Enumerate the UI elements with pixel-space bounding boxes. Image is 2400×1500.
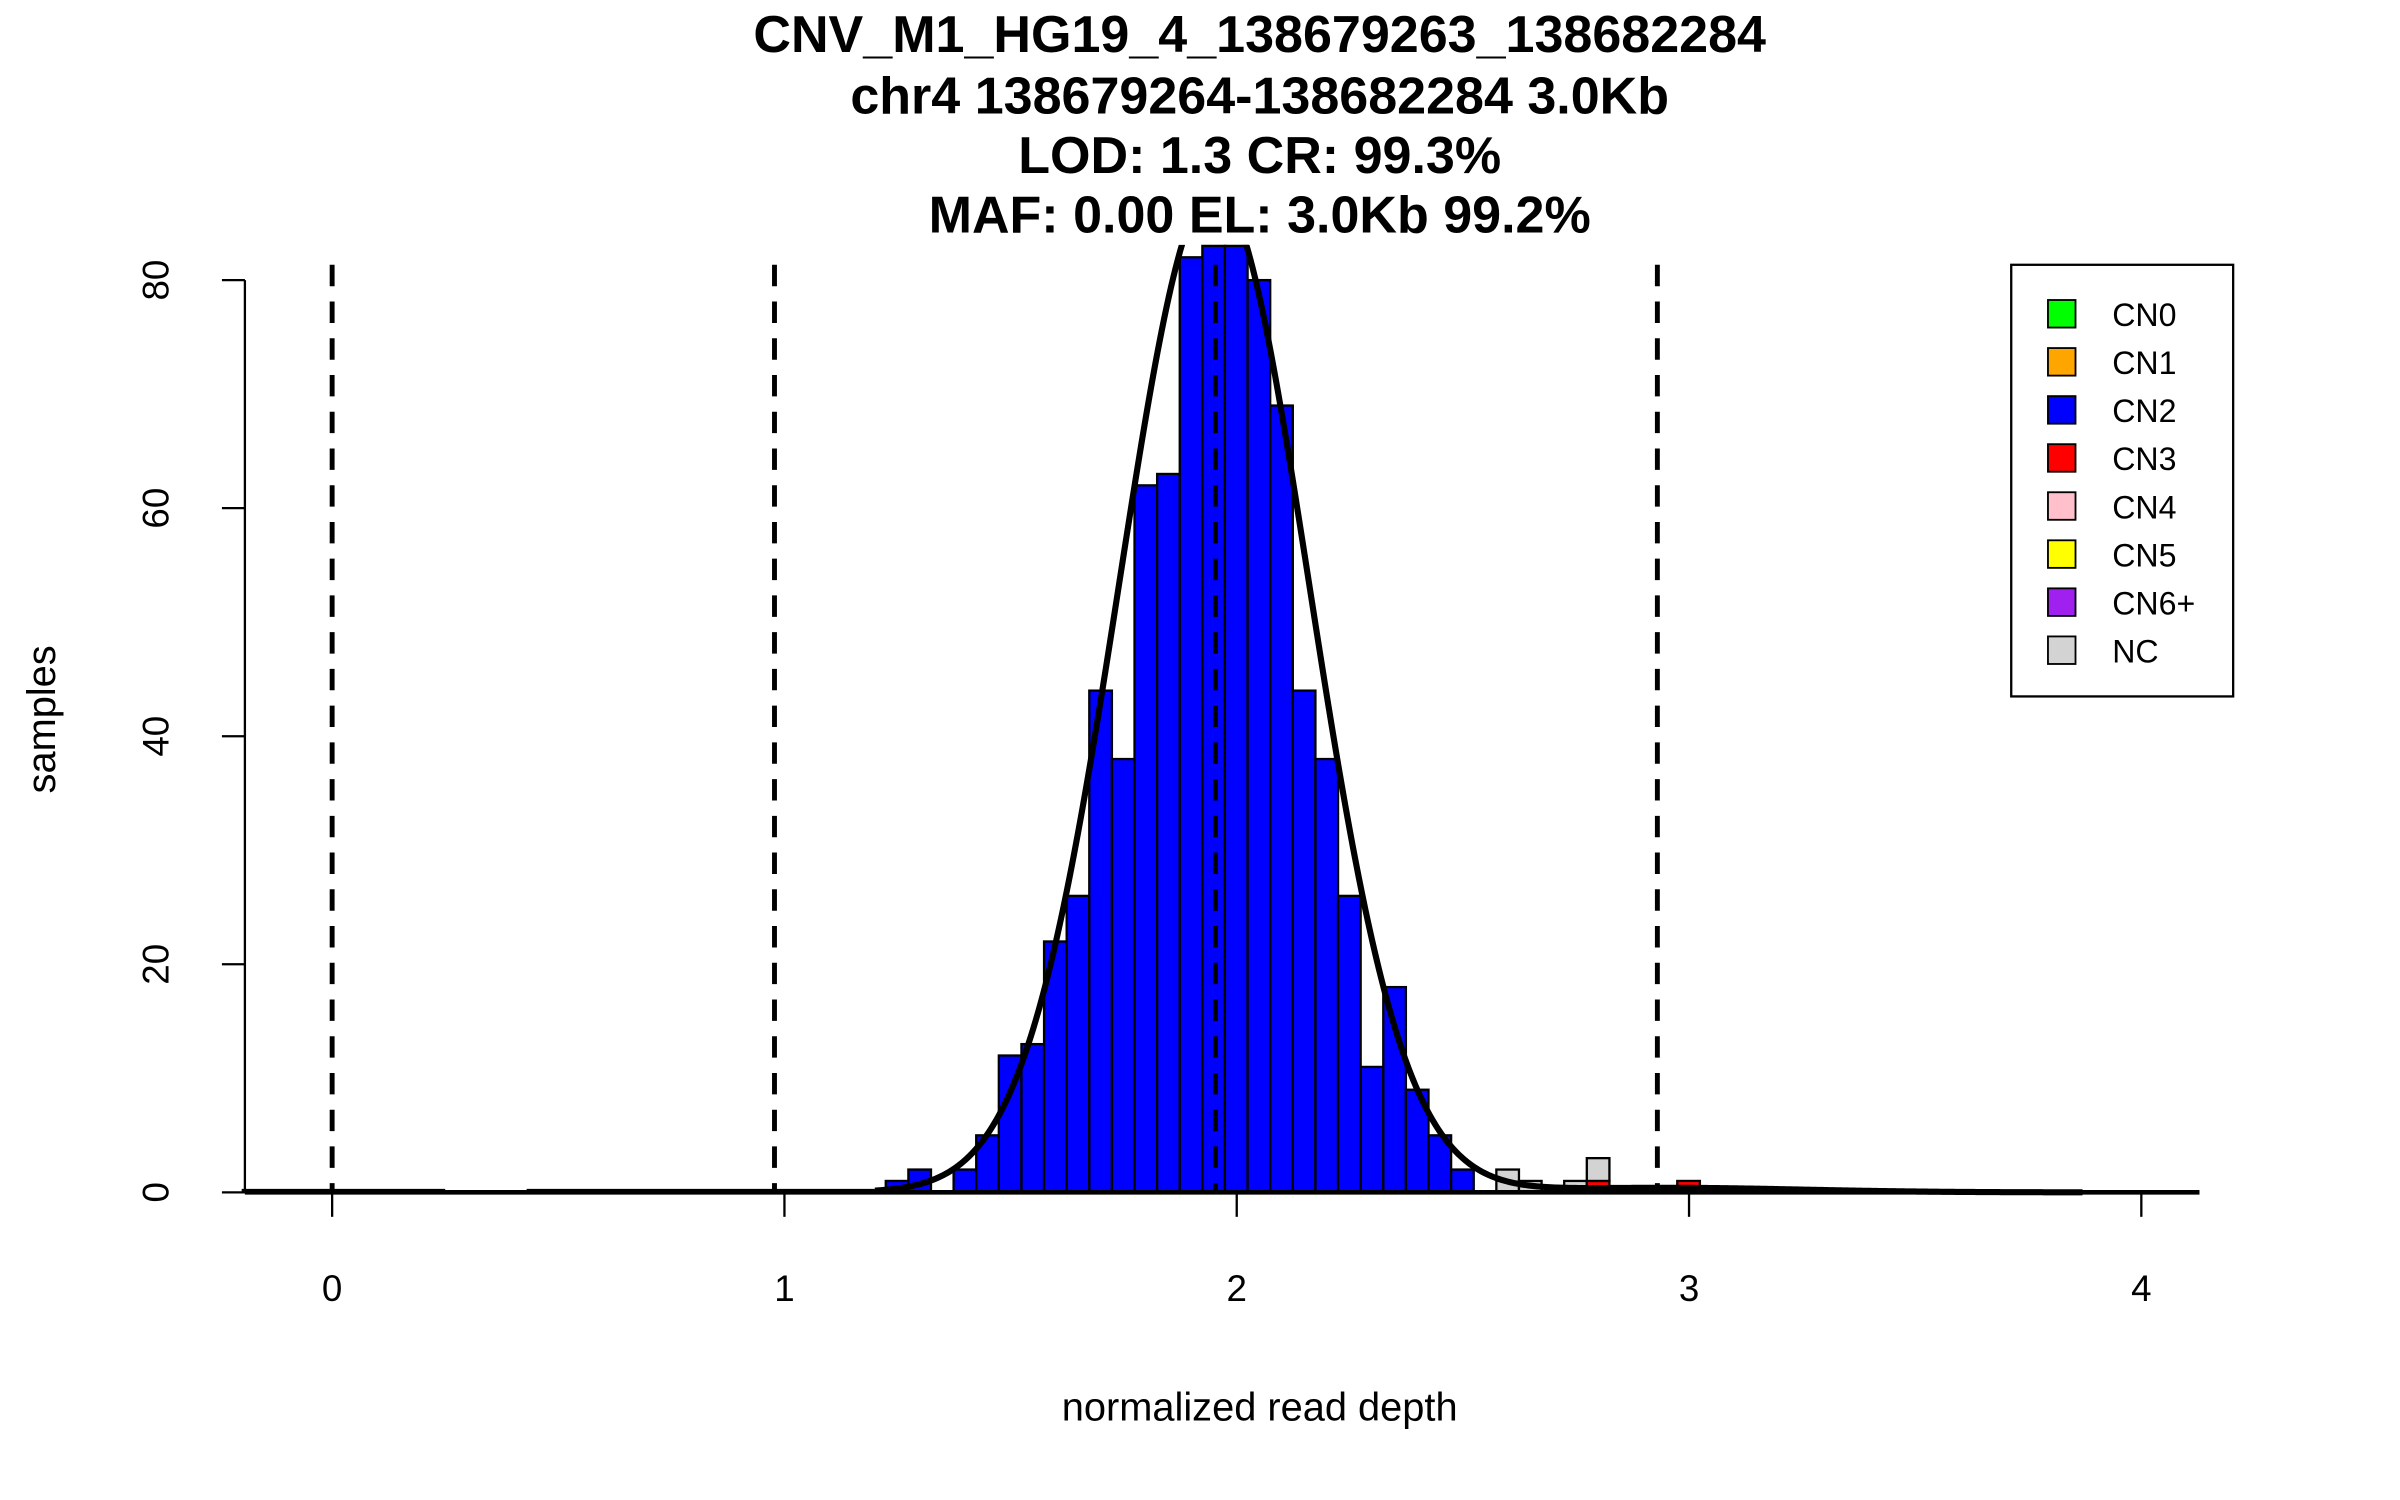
y-tick-label: 60 xyxy=(135,488,176,529)
y-axis-label: samples xyxy=(20,645,64,793)
x-tick-label: 1 xyxy=(774,1268,794,1309)
bar-cn2 xyxy=(1359,1065,1385,1194)
x-tick-label: 4 xyxy=(2131,1268,2151,1309)
legend-label: CN1 xyxy=(2112,345,2176,381)
y-tick-label: 0 xyxy=(135,1182,176,1202)
legend: CN0 CN1 CN2 CN3 CN4 CN5 CN6+ NC xyxy=(2010,263,2235,698)
y-tick-label: 40 xyxy=(135,716,176,757)
legend-swatch-nc xyxy=(2047,635,2077,665)
title-line-4: MAF: 0.00 EL: 3.0Kb 99.2% xyxy=(929,187,1591,245)
legend-label: CN3 xyxy=(2112,441,2176,477)
legend-swatch-cn4 xyxy=(2047,491,2077,521)
bar-cn2 xyxy=(1291,689,1317,1194)
bar-cn2 xyxy=(1336,894,1362,1194)
chart-title: CNV_M1_HG19_4_138679263_138682284 chr4 1… xyxy=(753,6,1766,245)
bar-cn2 xyxy=(952,1168,978,1194)
bar-cn2 xyxy=(1246,278,1272,1194)
legend-swatch-cn3 xyxy=(2047,443,2077,473)
bar-cn2 xyxy=(1155,472,1181,1194)
bar-cn2 xyxy=(1178,256,1204,1194)
x-tick-label: 2 xyxy=(1227,1268,1247,1309)
x-tick-label: 0 xyxy=(322,1268,342,1309)
legend-swatch-cn1 xyxy=(2047,347,2077,377)
title-line-3: LOD: 1.3 CR: 99.3% xyxy=(1018,127,1501,185)
legend-label: CN4 xyxy=(2112,489,2176,525)
bar-cn2 xyxy=(1449,1168,1475,1194)
bar-cn2 xyxy=(1133,484,1159,1194)
legend-box xyxy=(2010,263,2235,698)
x-axis-label: normalized read depth xyxy=(1062,1385,1458,1429)
bar-cn2 xyxy=(1314,757,1340,1194)
title-line-1: CNV_M1_HG19_4_138679263_138682284 xyxy=(753,6,1766,64)
x-tick-label: 3 xyxy=(1679,1268,1699,1309)
legend-swatch-cn5 xyxy=(2047,539,2077,569)
legend-label: NC xyxy=(2112,633,2158,669)
legend-label: CN2 xyxy=(2112,393,2176,429)
legend-label: CN5 xyxy=(2112,537,2176,573)
histogram-bars xyxy=(884,244,1702,1194)
legend-swatch-cn0 xyxy=(2047,299,2077,329)
y-tick-label: 20 xyxy=(135,944,176,985)
threshold-lines xyxy=(329,264,1660,1193)
bar-cn2 xyxy=(1065,894,1091,1194)
legend-swatch-cn2 xyxy=(2047,395,2077,425)
bar-nc xyxy=(1585,1156,1611,1183)
legend-label: CN6+ xyxy=(2112,585,2195,621)
title-line-2: chr4 138679264-138682284 3.0Kb xyxy=(850,67,1669,125)
y-tick-label: 80 xyxy=(135,260,176,301)
bar-cn2 xyxy=(1110,757,1136,1194)
bar-cn2 xyxy=(1223,244,1249,1194)
legend-label: CN0 xyxy=(2112,297,2176,333)
bar-cn2 xyxy=(1020,1042,1046,1194)
bar-cn2 xyxy=(1269,404,1294,1194)
legend-swatch-cn6plus xyxy=(2047,587,2077,617)
